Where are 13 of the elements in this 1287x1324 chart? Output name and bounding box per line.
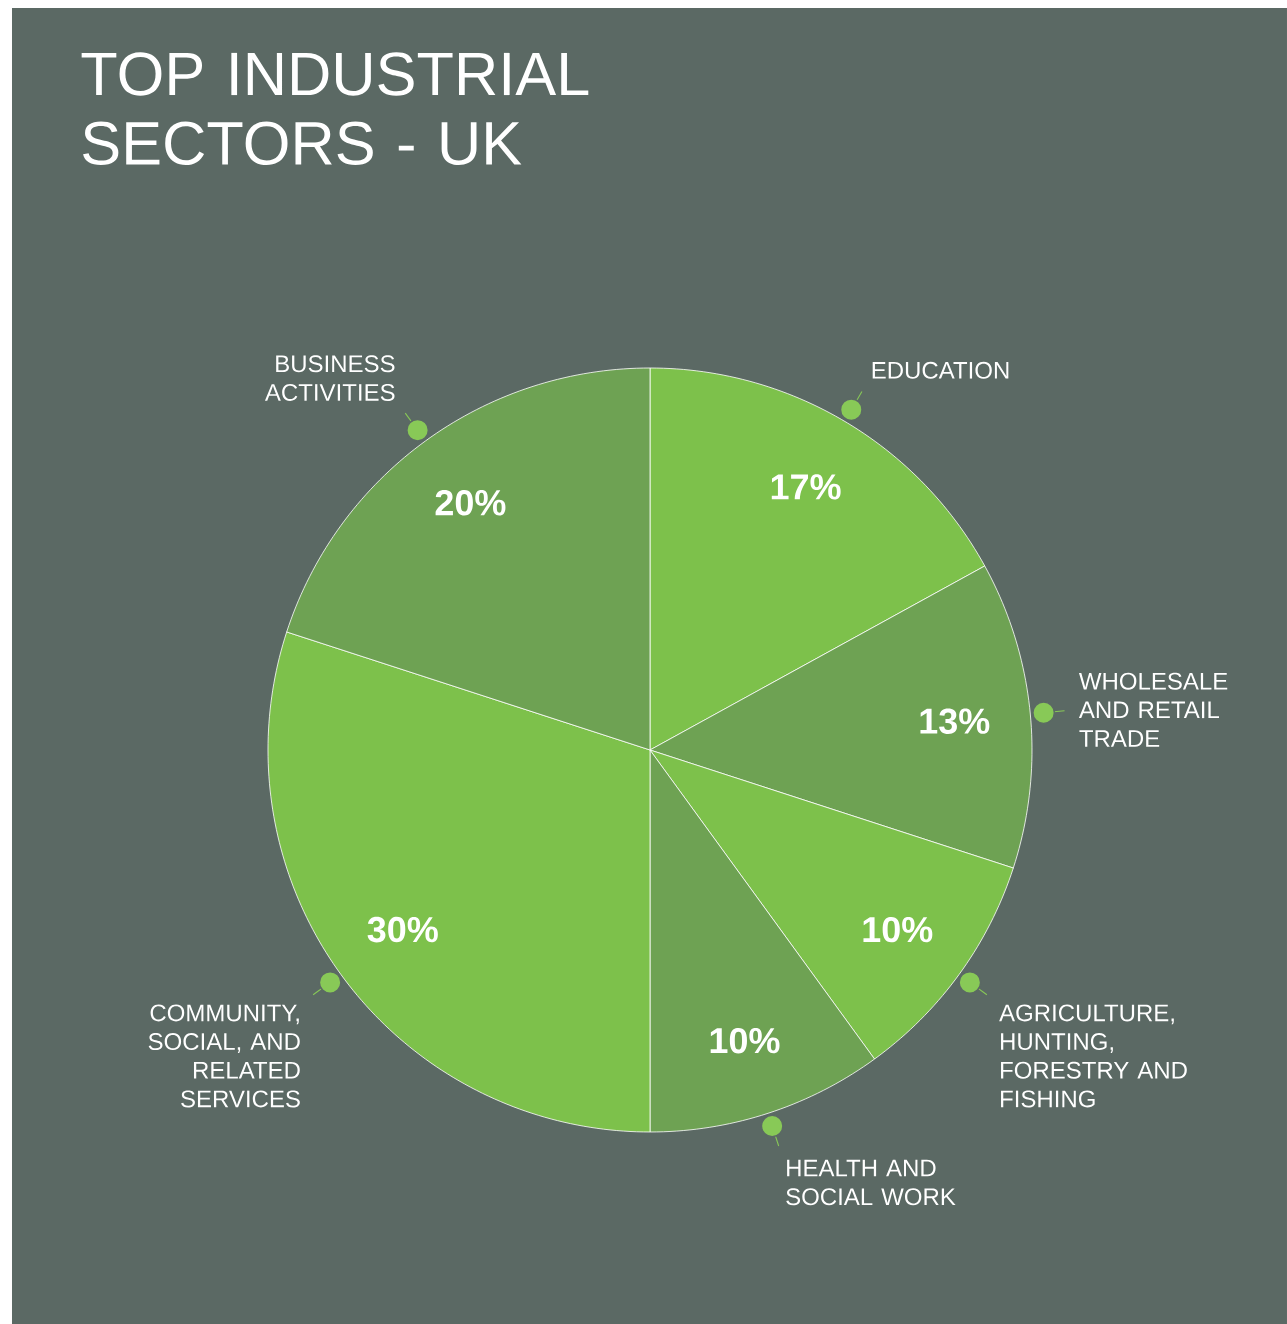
data-label: 17% xyxy=(771,474,841,500)
slice-label: BUSINESS ACTIVITIES xyxy=(264,355,395,401)
chart-title: TOP INDUSTRIAL SECTORS - UK xyxy=(81,52,589,166)
slice-label: HEALTH AND SOCIAL WORK xyxy=(786,1159,956,1206)
data-label: 10% xyxy=(710,1027,780,1054)
slice-label: EDUCATION xyxy=(872,361,1009,379)
data-label: 20% xyxy=(435,490,506,516)
data-label: 13% xyxy=(920,708,990,734)
slice-label: WHOLESALE AND RETAIL TRADE xyxy=(1078,672,1228,747)
slice-label: AGRICULTURE, HUNTING, FORESTRY AND FISHING xyxy=(999,1004,1187,1108)
slice-label: COMMUNITY, SOCIAL, AND RELATED SERVICES xyxy=(148,1004,300,1108)
data-label: 30% xyxy=(367,916,438,943)
data-label: 10% xyxy=(863,916,933,943)
